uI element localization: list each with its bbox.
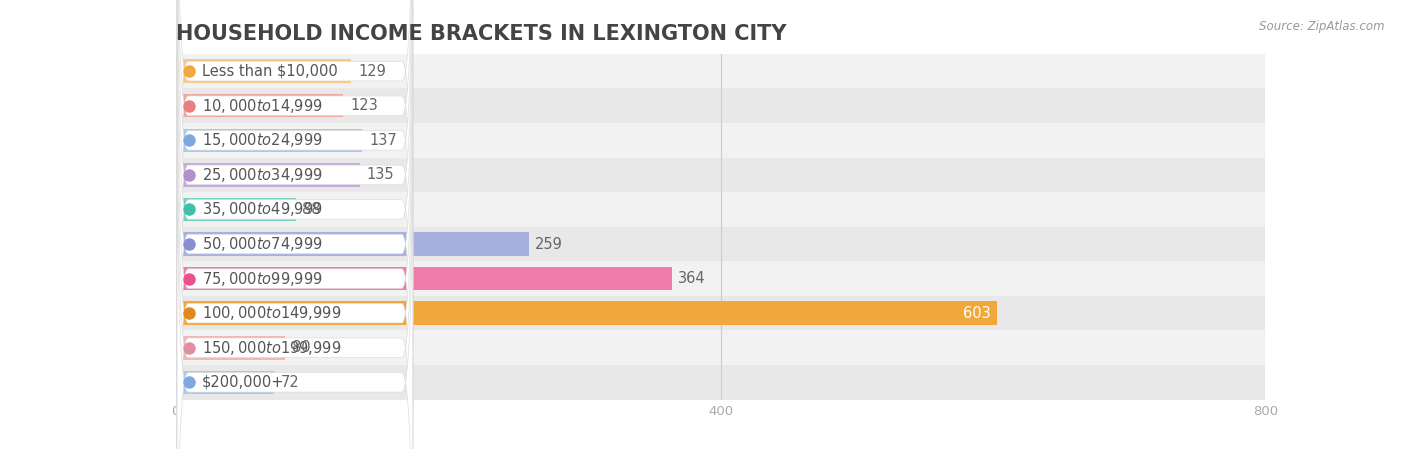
Bar xyxy=(176,370,274,394)
Text: 123: 123 xyxy=(350,98,378,113)
Text: 80: 80 xyxy=(291,340,311,355)
Text: 72: 72 xyxy=(281,375,299,390)
Bar xyxy=(176,54,1265,88)
Bar xyxy=(176,261,1265,296)
Bar xyxy=(176,198,295,221)
Text: $10,000 to $14,999: $10,000 to $14,999 xyxy=(201,97,322,115)
Bar xyxy=(176,267,672,291)
Text: 364: 364 xyxy=(678,271,706,286)
FancyBboxPatch shape xyxy=(177,81,413,449)
Bar xyxy=(176,336,285,360)
Bar xyxy=(176,88,1265,123)
Bar xyxy=(176,232,529,256)
Text: HOUSEHOLD INCOME BRACKETS IN LEXINGTON CITY: HOUSEHOLD INCOME BRACKETS IN LEXINGTON C… xyxy=(176,24,786,44)
Bar xyxy=(176,158,1265,192)
FancyBboxPatch shape xyxy=(177,0,413,407)
FancyBboxPatch shape xyxy=(177,46,413,449)
Text: 135: 135 xyxy=(367,167,394,182)
Text: $25,000 to $34,999: $25,000 to $34,999 xyxy=(201,166,322,184)
Bar xyxy=(176,123,1265,158)
Text: 137: 137 xyxy=(370,133,396,148)
Text: 603: 603 xyxy=(963,306,990,321)
Bar xyxy=(176,94,343,118)
Text: $35,000 to $49,999: $35,000 to $49,999 xyxy=(201,200,322,219)
Bar xyxy=(176,227,1265,261)
FancyBboxPatch shape xyxy=(177,12,413,449)
Text: $75,000 to $99,999: $75,000 to $99,999 xyxy=(201,269,322,288)
Text: 88: 88 xyxy=(302,202,321,217)
FancyBboxPatch shape xyxy=(177,0,413,373)
Bar xyxy=(176,59,352,83)
Bar xyxy=(176,296,1265,330)
Text: $200,000+: $200,000+ xyxy=(201,375,284,390)
Bar xyxy=(176,163,360,187)
Bar xyxy=(176,365,1265,400)
Text: $15,000 to $24,999: $15,000 to $24,999 xyxy=(201,131,322,150)
FancyBboxPatch shape xyxy=(177,0,413,442)
Text: Source: ZipAtlas.com: Source: ZipAtlas.com xyxy=(1260,20,1385,33)
Text: 129: 129 xyxy=(359,64,387,79)
Bar xyxy=(176,192,1265,227)
FancyBboxPatch shape xyxy=(177,0,413,449)
FancyBboxPatch shape xyxy=(177,115,413,449)
FancyBboxPatch shape xyxy=(177,0,413,449)
Text: Less than $10,000: Less than $10,000 xyxy=(201,64,337,79)
Text: 259: 259 xyxy=(536,237,564,251)
Text: $100,000 to $149,999: $100,000 to $149,999 xyxy=(201,304,342,322)
Text: $50,000 to $74,999: $50,000 to $74,999 xyxy=(201,235,322,253)
Bar xyxy=(176,330,1265,365)
Bar xyxy=(176,301,997,325)
Bar xyxy=(176,128,363,152)
FancyBboxPatch shape xyxy=(177,0,413,338)
Text: $150,000 to $199,999: $150,000 to $199,999 xyxy=(201,339,342,357)
